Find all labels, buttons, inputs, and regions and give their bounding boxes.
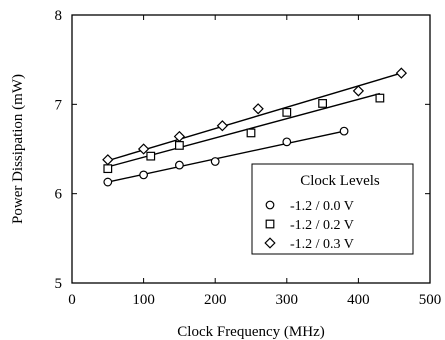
data-point-diamond bbox=[102, 154, 114, 166]
legend-box bbox=[251, 163, 414, 255]
data-point-square bbox=[146, 151, 156, 161]
y-tick-label: 6 bbox=[55, 187, 63, 203]
legend-label: -1.2 / 0.0 V bbox=[290, 199, 354, 214]
legend-marker-square bbox=[265, 219, 275, 229]
axis-ticks: 0 100 200 300 400 500 5 6 7 8 bbox=[55, 8, 442, 308]
data-point-square bbox=[375, 93, 385, 103]
x-tick-label: 100 bbox=[132, 292, 155, 308]
y-axis-label: Power Dissipation (mW) bbox=[10, 74, 26, 224]
data-point-circle bbox=[282, 137, 292, 147]
y-tick-label: 8 bbox=[55, 8, 63, 24]
legend-label: -1.2 / 0.2 V bbox=[290, 218, 354, 233]
y-tick-label: 5 bbox=[55, 276, 63, 292]
fit-line-series-3 bbox=[107, 72, 402, 162]
data-point-diamond bbox=[352, 85, 365, 97]
data-point-circle bbox=[339, 126, 349, 136]
data-point-square bbox=[175, 141, 184, 150]
x-tick-label: 300 bbox=[276, 292, 299, 308]
x-axis-label: Clock Frequency (MHz) bbox=[177, 324, 324, 340]
legend-marker-diamond bbox=[264, 237, 276, 249]
data-point-square bbox=[103, 164, 113, 174]
data-point-diamond bbox=[395, 67, 408, 79]
x-tick-label: 500 bbox=[419, 292, 442, 308]
data-point-circle bbox=[210, 157, 220, 166]
data-point-diamond bbox=[173, 130, 186, 143]
legend-marker-circle bbox=[265, 200, 275, 210]
x-tick-label: 200 bbox=[204, 292, 227, 308]
legend: Clock Levels -1.2 / 0.0 V-1.2 / 0.2 V-1.… bbox=[251, 163, 414, 255]
data-point-diamond bbox=[137, 143, 150, 155]
legend-rows: -1.2 / 0.0 V -1.2 / 0.2 V -1.2 / 0.3 V bbox=[264, 199, 354, 252]
legend-label: -1.2 / 0.3 V bbox=[290, 237, 354, 252]
data-markers bbox=[102, 67, 408, 187]
data-point-diamond bbox=[216, 120, 229, 132]
data-point-circle bbox=[103, 177, 113, 187]
x-tick-label: 0 bbox=[68, 292, 76, 308]
legend-title: Clock Levels bbox=[300, 173, 380, 189]
data-point-square bbox=[246, 128, 256, 138]
data-point-square bbox=[318, 99, 327, 108]
data-point-square bbox=[282, 107, 292, 117]
x-tick-label: 400 bbox=[347, 292, 370, 308]
y-tick-label: 7 bbox=[55, 97, 63, 113]
data-point-circle bbox=[139, 170, 149, 180]
plot-frame bbox=[71, 14, 431, 284]
data-point-diamond bbox=[252, 103, 264, 115]
data-point-circle bbox=[174, 160, 184, 170]
